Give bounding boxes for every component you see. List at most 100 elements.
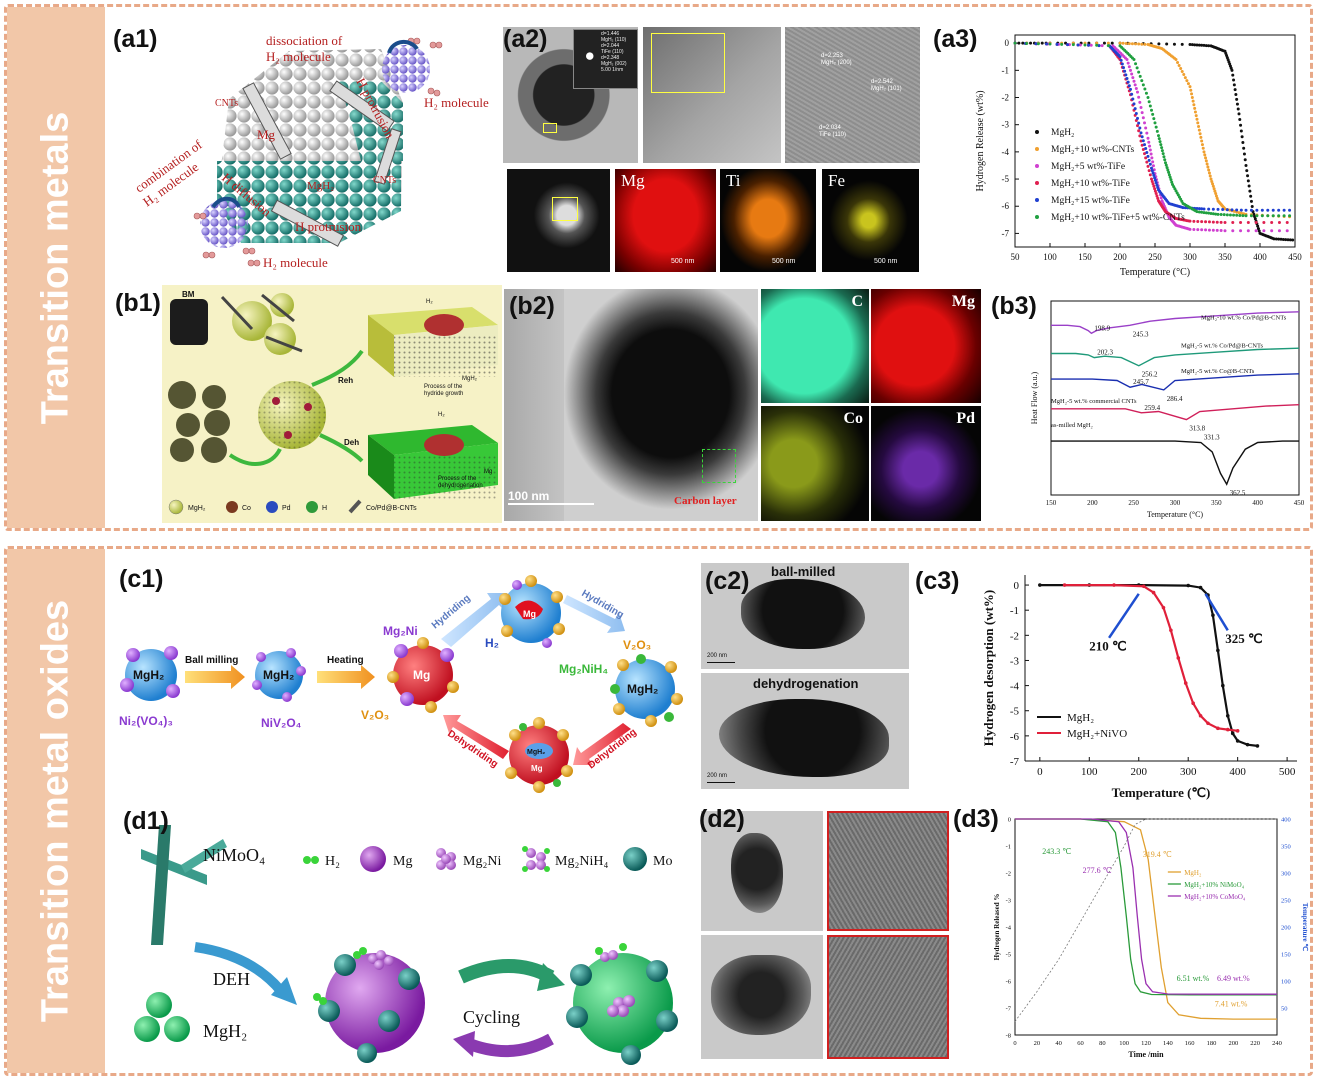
- c2-scale-label: 200 nm: [707, 773, 728, 779]
- a3-data-point: [1239, 208, 1243, 212]
- b3-peak-label: 245.3: [1133, 330, 1149, 338]
- a3-data-point: [1244, 163, 1248, 167]
- a3-data-point: [1138, 100, 1142, 104]
- b3-series-line: [1051, 404, 1300, 421]
- a3-data-point: [1138, 74, 1142, 78]
- a3-data-point: [1130, 42, 1134, 46]
- a3-data-point: [1157, 137, 1161, 141]
- a1-label-cnts: CNTs: [215, 98, 238, 109]
- d1-mgh2-spheres: [134, 992, 190, 1042]
- b1-dehydrogenation-block: [368, 425, 498, 499]
- a1-schematic-figure: dissociation of H₂ molecule H protrusion…: [132, 33, 489, 270]
- c3-data-point: [1216, 726, 1220, 731]
- a3-y-tick-label: 0: [1005, 38, 1010, 48]
- a3-data-point: [1157, 134, 1160, 138]
- b3-series-label: MgH₂-10 wt.% Co/Pd@B-CNTs: [1201, 314, 1287, 321]
- a3-data-point: [1274, 237, 1278, 241]
- b1-label-bm: BM: [182, 290, 195, 299]
- b2-map-co: Co: [761, 406, 869, 521]
- a3-data-point: [1153, 189, 1157, 193]
- a3-data-point: [1152, 173, 1156, 177]
- c3-data-point: [1112, 583, 1116, 587]
- a3-data-point: [1183, 206, 1187, 210]
- a3-data-point: [1225, 208, 1229, 212]
- a3-data-point: [1125, 57, 1129, 61]
- d3-y-tick-label: -8: [1006, 1033, 1011, 1040]
- a3-data-point: [1192, 219, 1196, 223]
- a3-data-point: [1197, 128, 1201, 132]
- a3-data-point: [1202, 211, 1206, 215]
- a3-data-point: [1285, 221, 1289, 225]
- a3-data-point: [1185, 79, 1189, 83]
- a1-label-h2-molecule-bottom: H₂ molecule: [263, 255, 328, 270]
- d1-arrow-deh: [194, 942, 285, 995]
- a3-data-point: [1145, 160, 1149, 164]
- a3-data-point: [1193, 110, 1197, 114]
- d1-schematic-figure: NiMoO₄ H₂ Mg Mg₂Ni Mg₂NiH₄ Mo DEH: [134, 825, 678, 1065]
- d3-annotation: 6.49 wt.%: [1217, 974, 1250, 983]
- c3-data-point: [1161, 605, 1166, 610]
- chart-d3-isothermal-release: 0 20 40 60 80 100 120 140 160 180 200 220 240 0 -1 -2 -3…: [993, 817, 1309, 1060]
- a3-data-point: [1183, 76, 1187, 80]
- d3-annotation: 6.51 wt.%: [1177, 974, 1210, 983]
- section-title-transition-metals: Transition metals: [34, 111, 77, 424]
- a3-data-point: [1198, 132, 1202, 136]
- d2-tem-bottom: [701, 935, 823, 1059]
- a3-data-point: [1201, 146, 1205, 150]
- d3-x-tick-label: 180: [1207, 1040, 1217, 1047]
- a3-data-point: [1284, 238, 1288, 242]
- a3-data-point: [1100, 44, 1104, 48]
- a3-data-point: [1215, 196, 1219, 200]
- c3-data-point: [1186, 583, 1190, 588]
- a3-data-point: [1129, 68, 1132, 72]
- c1-arrow-dehydriding-left: [443, 715, 509, 759]
- a3-data-point: [1143, 143, 1146, 147]
- c3-annot-arrow-left: [1108, 593, 1140, 639]
- a3-data-point: [1216, 212, 1220, 216]
- c3-data-point: [1221, 683, 1225, 688]
- c3-data-point: [1235, 739, 1240, 743]
- a3-legend-label: MgH₂+10 wt%-TiFe+5 wt%-CNTs: [1051, 213, 1185, 223]
- c1-label-v2o3-left: V₂O₃: [361, 708, 389, 722]
- a3-data-point: [1140, 143, 1144, 147]
- a3-data-point: [1246, 179, 1250, 183]
- a3-data-point: [1124, 41, 1128, 45]
- a3-y-tick-label: -4: [1002, 147, 1010, 157]
- a1-label-mg: Mg: [257, 127, 276, 142]
- c1-mgh2-right-particle: [615, 659, 675, 719]
- a3-legend-marker: [1035, 215, 1039, 219]
- b3-x-tick-label: 250: [1128, 499, 1139, 507]
- c3-annot-left: 210 ℃: [1089, 638, 1126, 653]
- a3-y-tick-label: -5: [1002, 174, 1010, 184]
- c1-mg-particle: [393, 645, 453, 705]
- a3-data-point: [1223, 207, 1227, 211]
- b3-y-axis-label: Heat Flow (a.u.): [1030, 371, 1039, 424]
- a3-legend-marker: [1035, 181, 1039, 185]
- label-c3: (c3): [915, 567, 960, 595]
- label-a1: (a1): [113, 25, 158, 53]
- a3-data-point: [1236, 107, 1240, 111]
- a3-data-point: [1132, 102, 1136, 106]
- a3-data-point: [1136, 116, 1139, 120]
- svg-text:Mg₂Ni: Mg₂Ni: [463, 854, 501, 869]
- a3-data-point: [1211, 228, 1215, 232]
- a3-data-point: [1203, 153, 1207, 157]
- a3-data-point: [1138, 134, 1142, 138]
- a3-data-point: [1239, 221, 1243, 225]
- a3-data-point: [1127, 42, 1131, 46]
- c1-arrow-dehydriding-right: [573, 723, 631, 765]
- d1-label-cycling: Cycling: [463, 1007, 520, 1027]
- a1-h2-cluster: [200, 200, 248, 248]
- a3-data-point: [1151, 112, 1155, 116]
- a3-data-point: [1228, 213, 1232, 217]
- a3-data-point: [1017, 41, 1021, 45]
- a3-data-point: [1214, 194, 1218, 198]
- a3-data-point: [1158, 140, 1162, 144]
- svg-text:dehydrogenation: dehydrogenation: [438, 483, 483, 489]
- a3-data-point: [1149, 152, 1153, 156]
- c1-label-h2: H₂: [485, 636, 499, 650]
- d3-y-tick-label: -3: [1006, 898, 1011, 905]
- b2-map-mg-label: Mg: [951, 293, 975, 310]
- a3-data-point: [1232, 78, 1236, 82]
- c3-x-tick-label: 200: [1130, 766, 1147, 778]
